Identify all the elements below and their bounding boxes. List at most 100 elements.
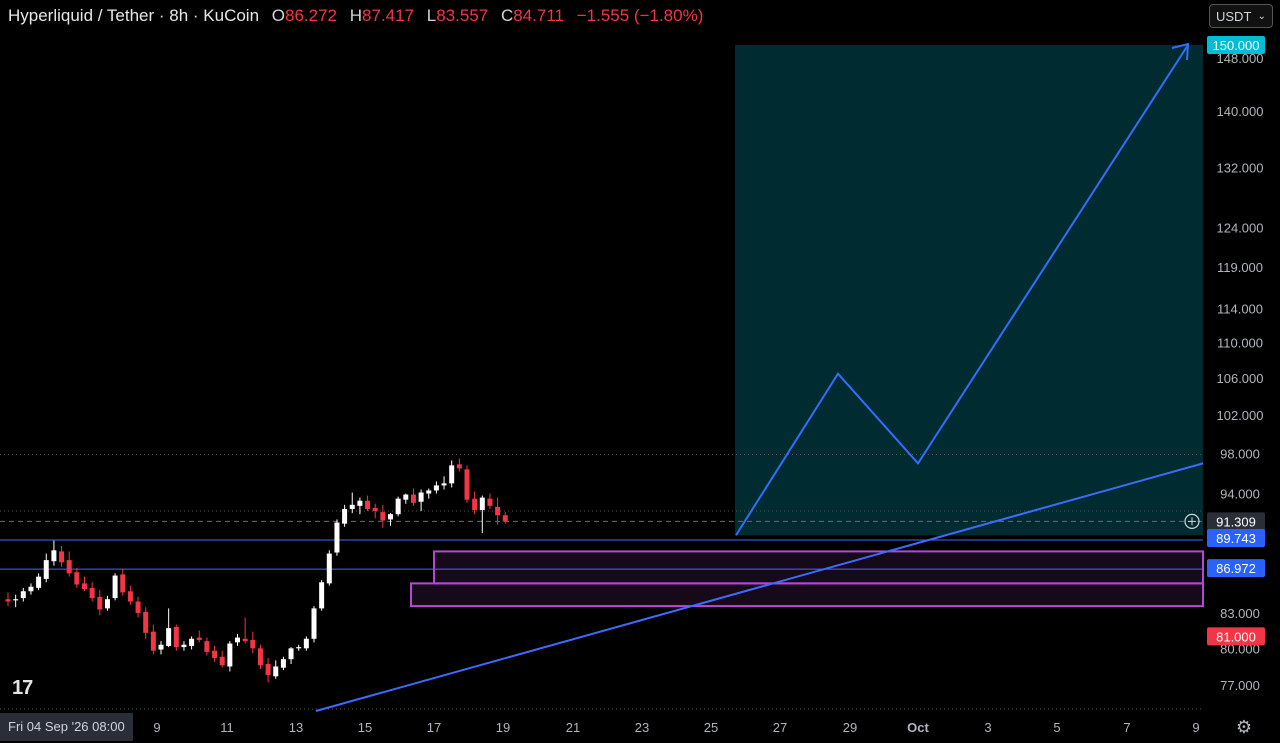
candle-body-52	[403, 494, 409, 500]
price-tag-bg-1	[1207, 512, 1265, 531]
candle-body-40	[311, 608, 317, 639]
candle-body-36	[280, 659, 286, 668]
candle-body-62	[479, 497, 485, 511]
x-tick-label-11: Oct	[907, 720, 929, 735]
candle-body-10	[82, 583, 87, 590]
candle-body-15	[120, 574, 126, 593]
y-tick-label-0: 148.000	[1217, 51, 1264, 66]
candle-body-23	[181, 644, 187, 648]
symbol-title[interactable]: Hyperliquid / Tether · 8h · KuCoin	[8, 6, 260, 25]
candle-body-20	[158, 644, 164, 650]
crosshair-date-label: Fri 04 Sep '26 08:00	[0, 713, 133, 741]
candle-body-30	[235, 637, 240, 643]
y-tick-label-6: 110.000	[1217, 336, 1263, 351]
candle-body-63	[487, 498, 493, 506]
high-label: H	[349, 6, 363, 25]
x-tick-label-12: 3	[984, 720, 991, 735]
candle-body-27	[212, 650, 218, 658]
candle-body-56	[433, 485, 439, 491]
x-tick-label-5: 19	[496, 720, 510, 735]
target-zone	[735, 45, 1203, 536]
candle-body-54	[418, 492, 424, 502]
price-tag-2: 89.743	[1216, 531, 1256, 546]
y-tick-label-8: 102.000	[1217, 408, 1264, 423]
y-tick-label-12: 83.000	[1220, 606, 1260, 621]
price-tag-1: 91.309	[1216, 514, 1256, 529]
projection-path	[735, 44, 1189, 536]
candle-body-13	[104, 599, 110, 609]
price-tag-bg-4	[1207, 627, 1265, 646]
add-alert-icon	[1184, 513, 1200, 530]
candle-body-1	[13, 599, 19, 601]
candle-body-19	[150, 631, 156, 651]
high-value: 87.417	[362, 6, 415, 25]
candle-body-42	[326, 553, 332, 584]
candle-body-44	[342, 508, 348, 524]
candle-body-37	[288, 648, 294, 660]
chevron-down-icon: ⌄	[1257, 11, 1266, 22]
price-tag-bg-3	[1207, 559, 1265, 578]
open-label: O	[271, 6, 286, 25]
candle-body-51	[395, 498, 401, 515]
candle-body-7	[59, 551, 65, 563]
candle-body-46	[357, 500, 363, 506]
x-tick-label-4: 17	[427, 720, 441, 735]
candle-body-12	[97, 596, 103, 610]
candle-body-3	[28, 586, 34, 592]
y-tick-label-5: 114.000	[1217, 301, 1263, 316]
candle-body-31	[242, 638, 248, 642]
candle-body-4	[36, 576, 42, 588]
candle-body-16	[127, 591, 133, 602]
tradingview-logo: 17	[12, 677, 33, 699]
x-tick-label-10: 29	[843, 720, 857, 735]
candle-body-29	[227, 643, 233, 667]
candle-body-58	[449, 465, 455, 484]
symbol-header: Hyperliquid / Tether · 8h · KuCoin O86.2…	[8, 6, 703, 26]
y-tick-label-7: 106.000	[1217, 371, 1264, 386]
candle-body-6	[51, 550, 57, 562]
candle-body-59	[456, 464, 462, 469]
currency-select[interactable]: USDT ⌄	[1209, 4, 1273, 28]
close-value: 84.711	[513, 6, 564, 25]
candle-body-14	[112, 575, 118, 599]
candle-body-41	[319, 582, 325, 609]
candle-body-9	[74, 572, 80, 585]
gear-icon[interactable]: ⚙	[1235, 717, 1252, 737]
candle-body-5	[43, 560, 49, 579]
y-tick-label-9: 98.000	[1220, 447, 1260, 462]
demand-box-1	[410, 582, 1204, 608]
candle-body-25	[196, 637, 202, 640]
ascending-trendline	[315, 462, 1204, 712]
x-tick-label-8: 25	[704, 720, 718, 735]
candle-body-8	[66, 560, 72, 574]
open-value: 86.272	[285, 6, 338, 25]
x-tick-label-7: 23	[635, 720, 649, 735]
candle-body-26	[204, 641, 210, 652]
low-label: L	[426, 6, 437, 25]
candle-body-35	[273, 666, 279, 677]
x-tick-label-14: 7	[1123, 720, 1130, 735]
candle-body-21	[166, 628, 172, 646]
candle-body-64	[495, 506, 501, 516]
candle-body-53	[410, 494, 416, 503]
candle-body-57	[441, 483, 447, 486]
candle-body-60	[464, 469, 470, 500]
price-tag-3: 86.972	[1216, 561, 1256, 576]
y-tick-label-14: 77.000	[1220, 678, 1260, 693]
candle-body-17	[135, 601, 141, 613]
change-value: −1.555 (−1.80%)	[576, 6, 704, 25]
x-tick-label-2: 13	[289, 720, 303, 735]
candle-body-45	[349, 504, 355, 509]
candle-body-18	[143, 611, 149, 633]
projection-arrowhead	[1171, 42, 1190, 61]
candle-body-39	[303, 638, 309, 649]
candle-body-22	[173, 626, 179, 648]
candle-body-11	[89, 587, 95, 599]
candle-body-55	[426, 490, 432, 494]
close-label: C	[500, 6, 514, 25]
candle-body-33	[257, 648, 263, 666]
low-value: 83.557	[436, 6, 489, 25]
y-tick-label-1: 140.000	[1217, 104, 1264, 119]
candle-body-2	[20, 591, 26, 599]
